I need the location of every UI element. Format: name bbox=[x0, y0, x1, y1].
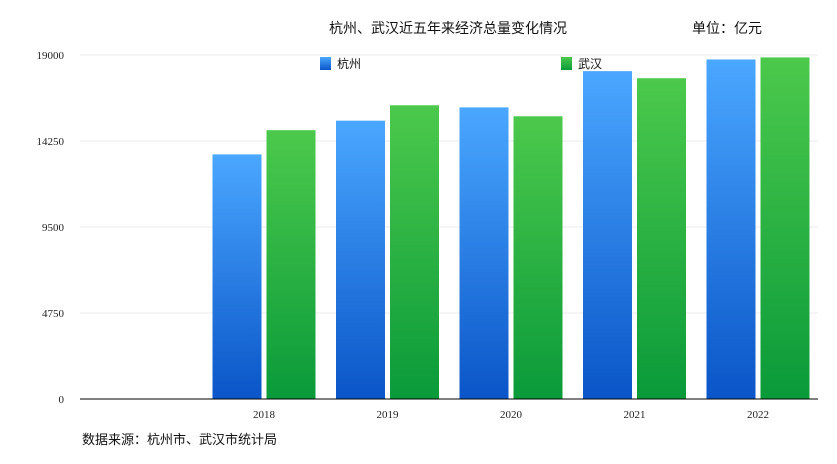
legend: 杭州 武汉 bbox=[320, 56, 602, 71]
legend-swatch-wuhan bbox=[561, 57, 572, 70]
gridlines bbox=[80, 54, 818, 314]
bar-hangzhou-2021 bbox=[583, 71, 632, 400]
unit-label: 单位：亿元 bbox=[692, 21, 762, 37]
legend-label-wuhan: 武汉 bbox=[578, 57, 602, 71]
y-tick-label: 9500 bbox=[42, 222, 65, 234]
y-tick-label: 14250 bbox=[37, 136, 65, 148]
x-tick-label: 2022 bbox=[747, 409, 769, 421]
x-tick-label: 2019 bbox=[377, 409, 400, 421]
bars bbox=[212, 57, 810, 400]
x-tick-label: 2021 bbox=[624, 409, 646, 421]
x-axis-ticks: 2018 2019 2020 2021 2022 bbox=[253, 409, 769, 421]
source-note: 数据来源：杭州市、武汉市统计局 bbox=[82, 432, 277, 448]
bar-hangzhou-2019 bbox=[336, 120, 385, 399]
x-tick-label: 2020 bbox=[500, 409, 523, 421]
chart-title: 杭州、武汉近五年来经济总量变化情况 bbox=[329, 21, 567, 37]
y-tick-label: 0 bbox=[59, 394, 65, 406]
x-tick-label: 2018 bbox=[253, 409, 276, 421]
bar-wuhan-2020 bbox=[513, 116, 563, 399]
bar-hangzhou-2018 bbox=[212, 154, 262, 399]
bar-wuhan-2021 bbox=[637, 78, 686, 399]
bar-wuhan-2018 bbox=[266, 130, 316, 399]
legend-swatch-hangzhou bbox=[320, 57, 331, 70]
y-tick-label: 4750 bbox=[42, 308, 65, 320]
bar-wuhan-2019 bbox=[390, 105, 439, 399]
bar-hangzhou-2022 bbox=[706, 59, 756, 400]
bar-hangzhou-2020 bbox=[459, 107, 509, 399]
legend-label-hangzhou: 杭州 bbox=[337, 56, 361, 71]
y-tick-label: 19000 bbox=[37, 50, 65, 62]
y-axis-ticks: 0 4750 9500 14250 19000 bbox=[37, 50, 65, 406]
bar-wuhan-2022 bbox=[760, 57, 810, 399]
